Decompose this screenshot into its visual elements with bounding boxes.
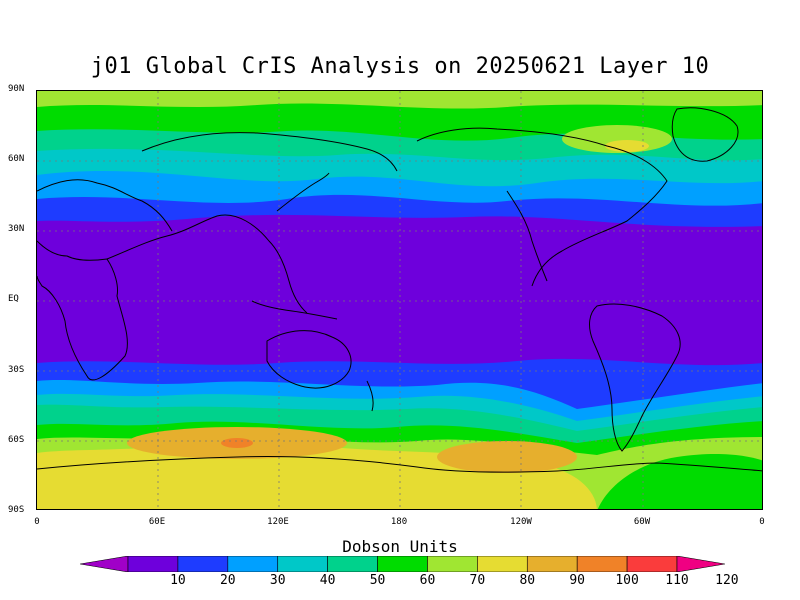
lon-label-0: 0 bbox=[34, 517, 40, 527]
colorbar-swatch bbox=[227, 556, 279, 572]
colorbar-swatch bbox=[427, 556, 478, 572]
lon-label-0-end: 0 bbox=[759, 517, 765, 527]
map-title: j01 Global CrIS Analysis on 20250621 Lay… bbox=[90, 54, 710, 79]
lat-label-30s: 30S bbox=[8, 365, 25, 375]
colorbar-tick-label: 120 bbox=[715, 573, 739, 588]
colorbar-swatch bbox=[576, 556, 628, 572]
lat-label-30n: 30N bbox=[8, 224, 25, 234]
colorbar-tick-label: 30 bbox=[269, 573, 286, 588]
colorbar-tick-label: 70 bbox=[469, 573, 486, 588]
graticule bbox=[37, 91, 762, 509]
lon-label-60e: 60E bbox=[148, 517, 166, 527]
ozone-map-canvas bbox=[37, 91, 762, 509]
colorbar-tick-label: 40 bbox=[319, 573, 336, 588]
lat-label-60n: 60N bbox=[8, 154, 25, 164]
colorbar-tick-label: 60 bbox=[419, 573, 436, 588]
lon-label-60w: 60W bbox=[633, 517, 651, 527]
colorbar-tick-label: 90 bbox=[569, 573, 585, 588]
lat-label-eq: EQ bbox=[8, 294, 19, 304]
colorbar-swatch bbox=[127, 556, 179, 572]
colorbar-arrow-low bbox=[80, 556, 129, 572]
colorbar-arrow-high bbox=[676, 556, 725, 572]
colorbar-tick-label: 50 bbox=[369, 573, 386, 588]
coastlines bbox=[37, 107, 762, 473]
colorbar-tick-label: 20 bbox=[219, 573, 236, 588]
lat-label-60s: 60S bbox=[8, 435, 25, 445]
colorbar-swatch bbox=[177, 556, 229, 572]
lon-label-180: 180 bbox=[390, 517, 408, 527]
colorbar-swatch bbox=[277, 556, 328, 572]
field-patch-south-110 bbox=[221, 438, 253, 448]
lat-label-90s: 90S bbox=[8, 505, 25, 515]
colorbar-swatch bbox=[626, 556, 678, 572]
colorbar-title: Dobson Units bbox=[342, 537, 458, 556]
colorbar bbox=[80, 556, 725, 572]
colorbar-swatch bbox=[327, 556, 378, 572]
colorbar-tick-label: 110 bbox=[665, 573, 689, 588]
colorbar-swatch bbox=[477, 556, 528, 572]
field-band-north-80 bbox=[37, 91, 762, 109]
field-patch-north-90 bbox=[605, 140, 649, 152]
lat-label-90n: 90N bbox=[8, 84, 25, 94]
colorbar-swatch bbox=[377, 556, 428, 572]
colorbar-tick-label: 100 bbox=[615, 573, 639, 588]
lon-label-120w: 120W bbox=[510, 517, 532, 527]
colorbar-tick-label: 80 bbox=[519, 573, 536, 588]
lon-label-120e: 120E bbox=[267, 517, 289, 527]
ozone-map bbox=[36, 90, 763, 510]
field-patch-south-100b bbox=[437, 441, 577, 473]
colorbar-swatch bbox=[526, 556, 578, 572]
colorbar-tick-label: 10 bbox=[170, 573, 186, 588]
